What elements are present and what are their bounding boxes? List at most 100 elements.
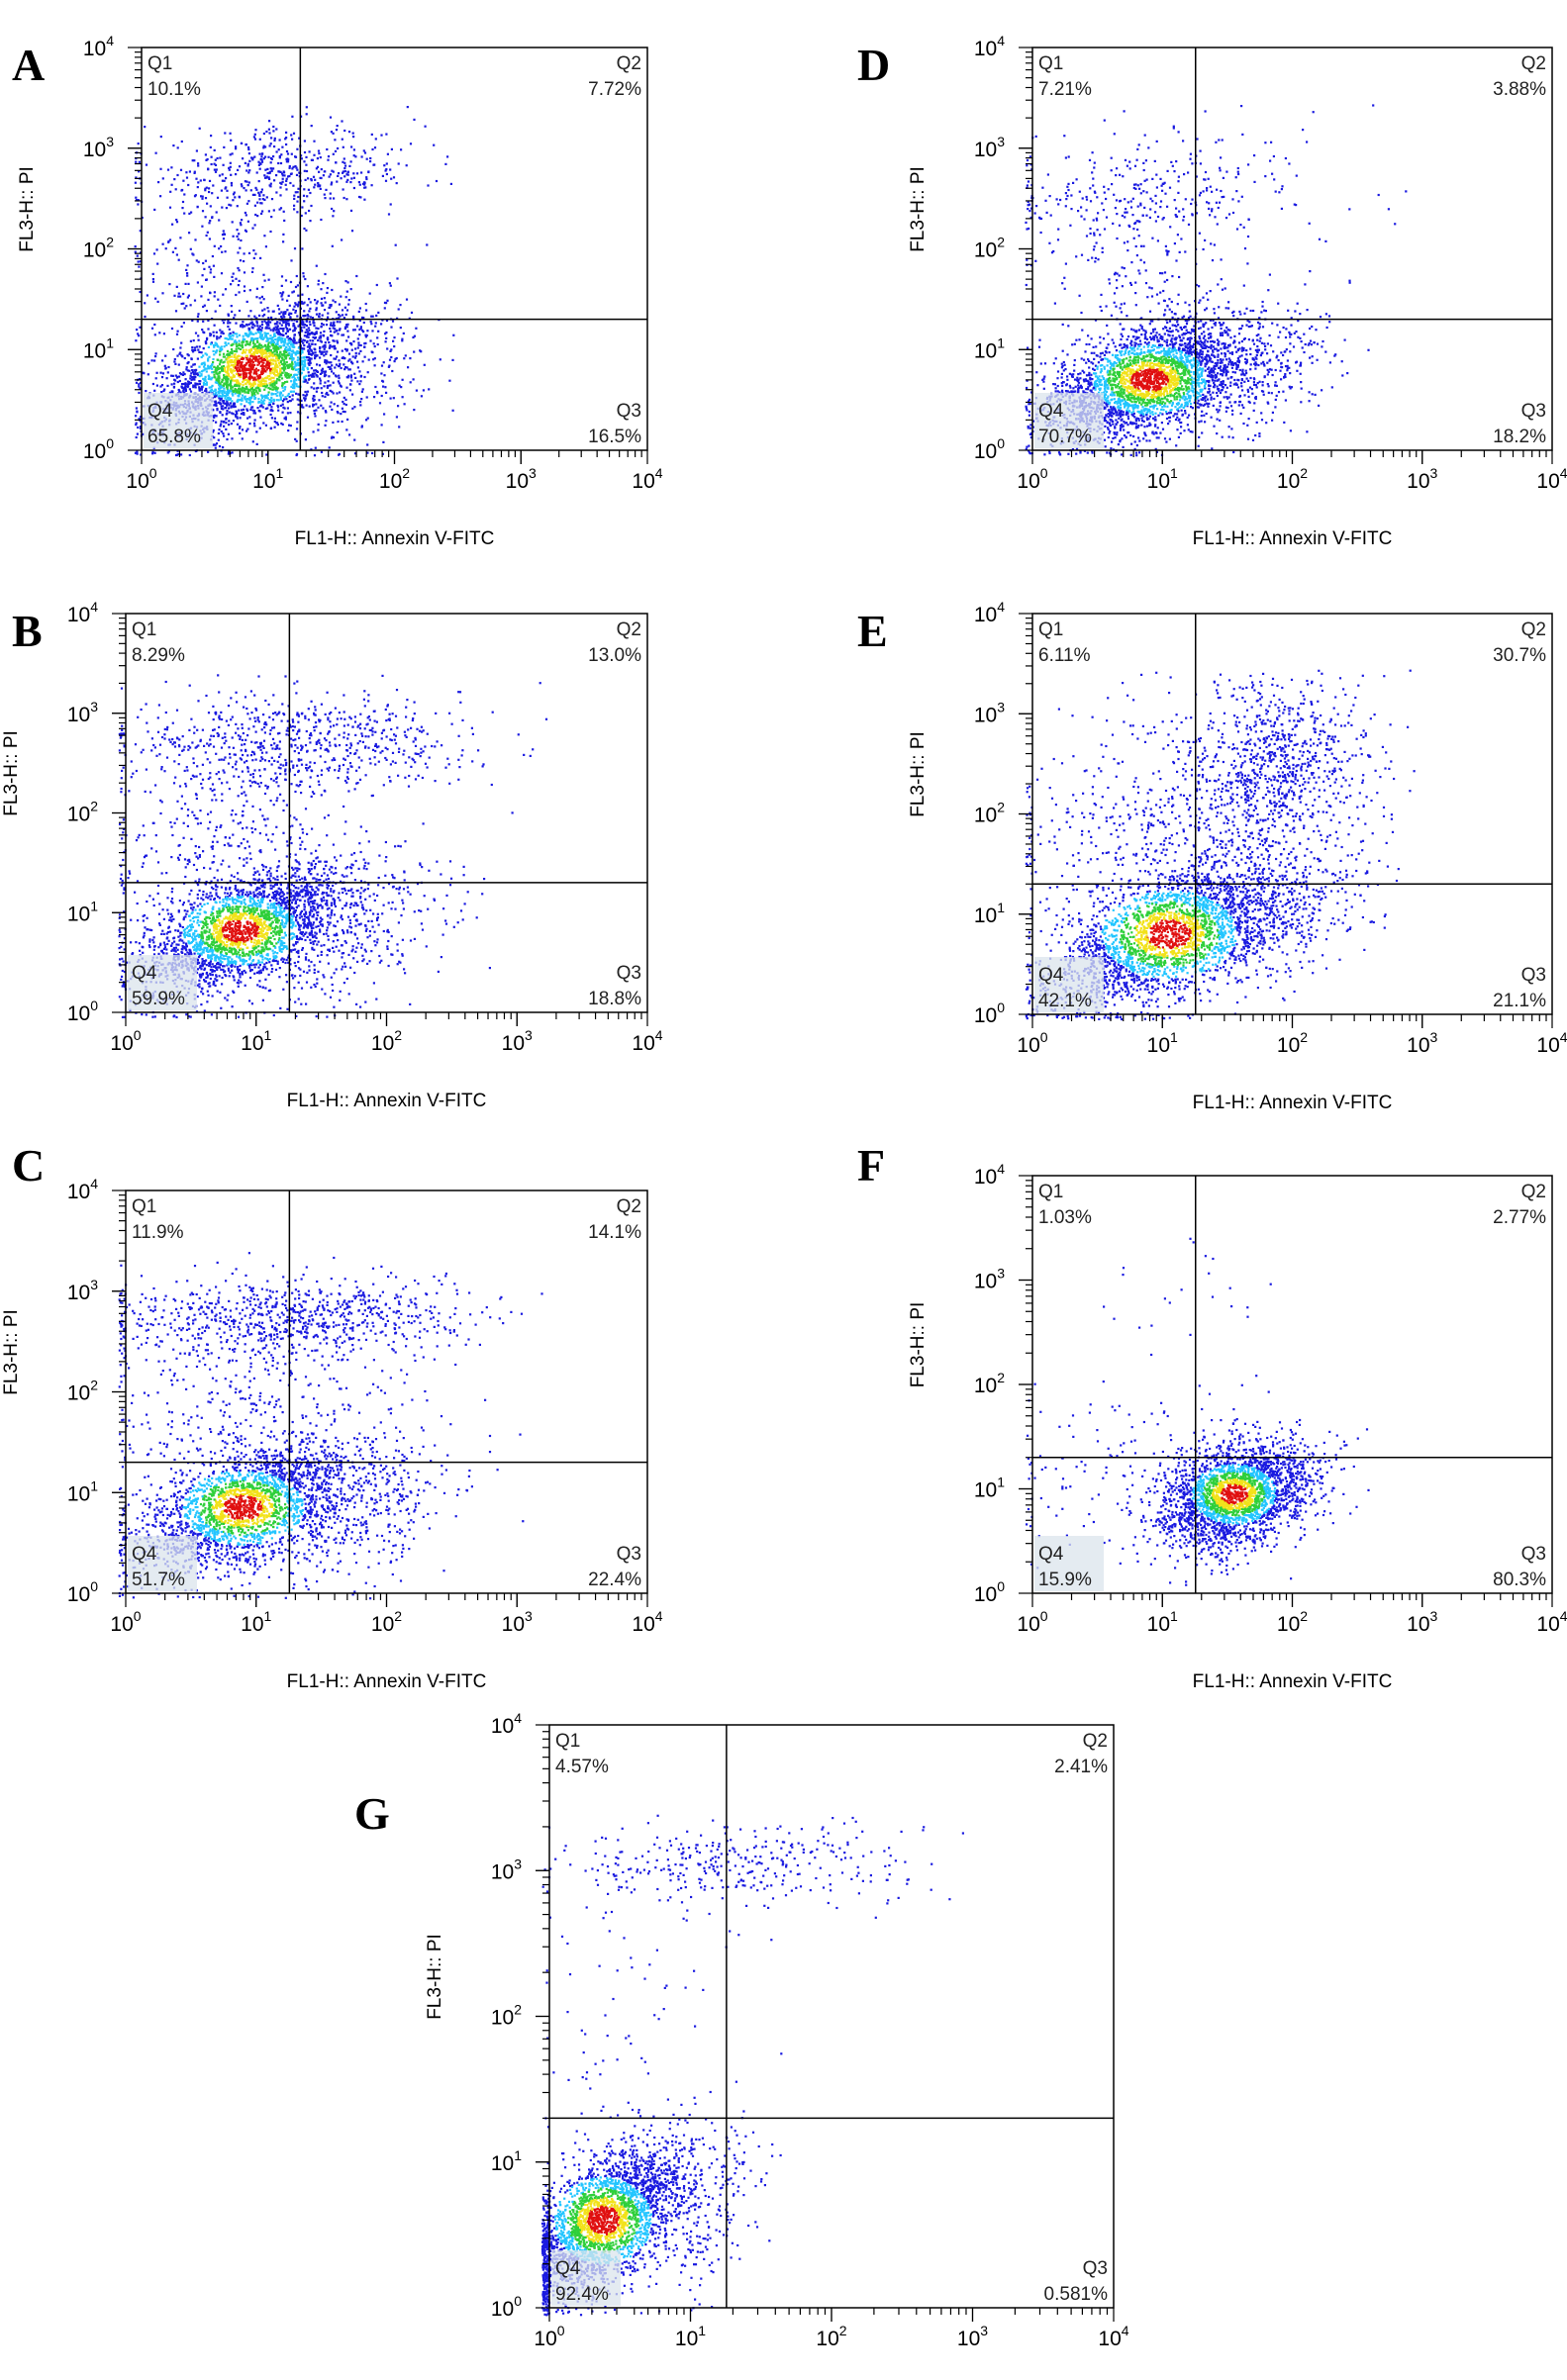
- event-dot: [231, 337, 234, 340]
- event-dot: [324, 341, 327, 344]
- event-dot: [291, 345, 294, 348]
- event-dot: [234, 405, 237, 408]
- event-dot: [272, 328, 275, 332]
- event-dot: [315, 925, 318, 928]
- event-dot: [263, 395, 266, 398]
- event-dot: [164, 367, 167, 370]
- event-dot: [400, 386, 403, 389]
- event-dot: [139, 387, 142, 390]
- event-dot: [228, 203, 231, 206]
- event-dot: [225, 916, 228, 919]
- event-dot: [238, 309, 242, 313]
- event-dot: [207, 345, 210, 348]
- event-dot: [175, 253, 178, 256]
- event-dot: [273, 938, 276, 941]
- event-dot: [219, 348, 222, 351]
- event-dot: [281, 317, 284, 320]
- event-dot: [197, 260, 200, 263]
- event-dot: [242, 334, 245, 337]
- event-dot: [210, 341, 213, 344]
- event-dot: [295, 452, 299, 456]
- event-dot: [214, 170, 218, 173]
- event-dot: [233, 390, 236, 393]
- event-dot: [205, 278, 208, 281]
- event-dot: [320, 404, 323, 407]
- event-dot: [244, 229, 247, 232]
- event-dot: [237, 238, 240, 240]
- event-dot: [275, 328, 278, 331]
- event-dot: [303, 376, 306, 379]
- event-dot: [398, 426, 401, 428]
- event-dot: [238, 979, 241, 982]
- event-dot: [293, 333, 296, 336]
- event-dot: [309, 374, 312, 377]
- event-dot: [161, 292, 164, 295]
- event-dot: [343, 196, 345, 200]
- event-dot: [172, 385, 176, 388]
- event-dot: [168, 238, 172, 241]
- event-dot: [230, 343, 233, 346]
- event-dot: [229, 971, 232, 974]
- event-dot: [257, 328, 260, 331]
- event-dot: [251, 440, 254, 443]
- event-dot: [361, 182, 365, 185]
- event-dot: [317, 149, 321, 152]
- event-dot: [346, 178, 349, 181]
- event-dot: [321, 367, 324, 370]
- event-dot: [260, 399, 263, 402]
- event-dot: [359, 196, 362, 199]
- event-dot: [413, 350, 416, 353]
- event-dot: [232, 420, 235, 423]
- event-dot: [239, 390, 242, 394]
- event-dot: [232, 939, 235, 942]
- event-dot: [289, 425, 292, 428]
- event-dot: [291, 394, 294, 397]
- event-dot: [262, 194, 265, 197]
- event-dot: [213, 436, 216, 439]
- event-dot: [183, 934, 186, 937]
- event-dot: [276, 866, 279, 869]
- event-dot: [259, 162, 262, 165]
- event-dot: [228, 356, 231, 359]
- event-dot: [275, 422, 278, 425]
- event-dot: [249, 950, 252, 953]
- event-dot: [220, 420, 223, 423]
- event-dot: [344, 398, 347, 401]
- event-dot: [356, 337, 359, 340]
- event-dot: [228, 450, 231, 453]
- event-dot: [273, 386, 276, 389]
- event-dot: [292, 368, 295, 371]
- event-dot: [332, 884, 335, 888]
- event-dot: [233, 191, 236, 194]
- event-dot: [264, 355, 267, 358]
- event-dot: [236, 400, 239, 404]
- event-dot: [364, 335, 367, 338]
- event-dot: [343, 887, 346, 890]
- event-dot: [154, 355, 157, 358]
- event-dot: [365, 177, 368, 181]
- event-dot: [357, 181, 360, 184]
- event-dot: [218, 385, 221, 388]
- event-dot: [195, 929, 198, 932]
- event-dot: [292, 308, 295, 311]
- event-dot: [272, 402, 275, 406]
- event-dot: [326, 147, 329, 151]
- event-dot: [385, 172, 388, 176]
- event-dot: [346, 889, 350, 893]
- event-dot: [247, 333, 250, 335]
- event-dot: [333, 357, 336, 360]
- event-dot: [263, 313, 266, 317]
- event-dot: [294, 155, 298, 158]
- event-dot: [242, 383, 245, 386]
- event-dot: [272, 347, 275, 350]
- event-dot: [148, 940, 151, 943]
- event-dot: [234, 361, 237, 364]
- event-dot: [303, 169, 306, 172]
- event-dot: [272, 353, 275, 357]
- event-dot: [367, 840, 370, 843]
- event-dot: [234, 366, 237, 369]
- event-dot: [171, 374, 174, 377]
- event-dot: [224, 288, 228, 291]
- event-dot: [342, 160, 344, 163]
- event-dot: [329, 116, 333, 119]
